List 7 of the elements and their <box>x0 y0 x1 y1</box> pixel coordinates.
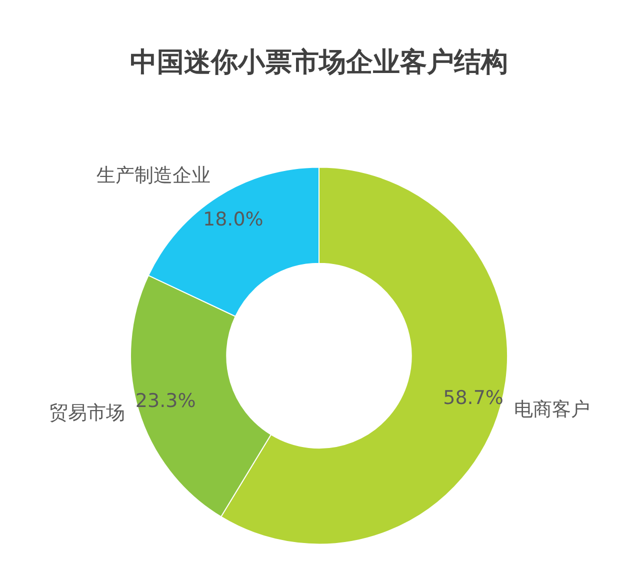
slice-label: 电商客户 <box>514 398 590 420</box>
data-label: 58.7% <box>443 386 504 409</box>
slice-label: 贸易市场 <box>49 402 126 424</box>
data-label: 18.0% <box>202 208 264 230</box>
chart-title: 中国迷你小票市场企业客户结构 <box>130 47 508 78</box>
data-label: 23.3% <box>135 390 196 412</box>
slice-label: 生产制造企业 <box>96 164 210 187</box>
